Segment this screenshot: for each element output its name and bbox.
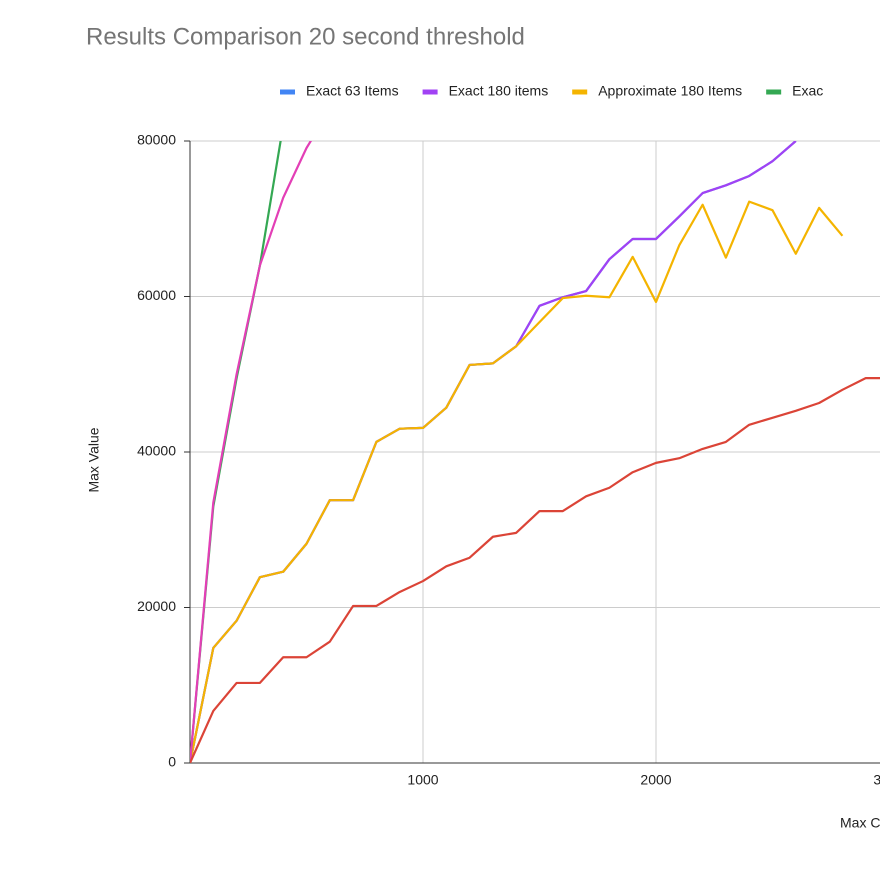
- series-line: [190, 377, 880, 763]
- y-tick-label: 20000: [137, 598, 176, 614]
- legend: Exact 63 Items Exact 180 items Approximate…: [280, 83, 823, 99]
- plot-area: [190, 141, 880, 763]
- y-tick-label: 0: [168, 754, 176, 770]
- y-tick-label: 80000: [137, 132, 176, 148]
- legend-swatch: [572, 89, 588, 95]
- y-tick-label: 60000: [137, 287, 176, 303]
- legend-label: Exact 63 Items: [306, 83, 399, 99]
- grid: 0 20000 40000 60000 80000 1000 2000 3000: [137, 132, 880, 788]
- legend-label: Exac: [792, 83, 823, 99]
- legend-swatch: [422, 89, 438, 95]
- y-axis-title: Max Value: [86, 427, 102, 492]
- series-line: [190, 200, 844, 763]
- series-line: [190, 141, 313, 763]
- x-tick-label: 2000: [640, 772, 671, 788]
- legend-swatch: [280, 89, 295, 95]
- legend-label: Exact 180 items: [449, 83, 549, 99]
- x-axis-title: Max C: [840, 815, 880, 831]
- x-tick-label: 1000: [407, 772, 438, 788]
- series-line: [190, 141, 282, 763]
- chart-title: Results Comparison 20 second threshold: [86, 23, 525, 50]
- legend-label: Approximate 180 Items: [598, 83, 742, 99]
- y-tick-label: 40000: [137, 443, 176, 459]
- x-tick-label: 3000: [873, 772, 880, 788]
- legend-swatch: [766, 89, 782, 95]
